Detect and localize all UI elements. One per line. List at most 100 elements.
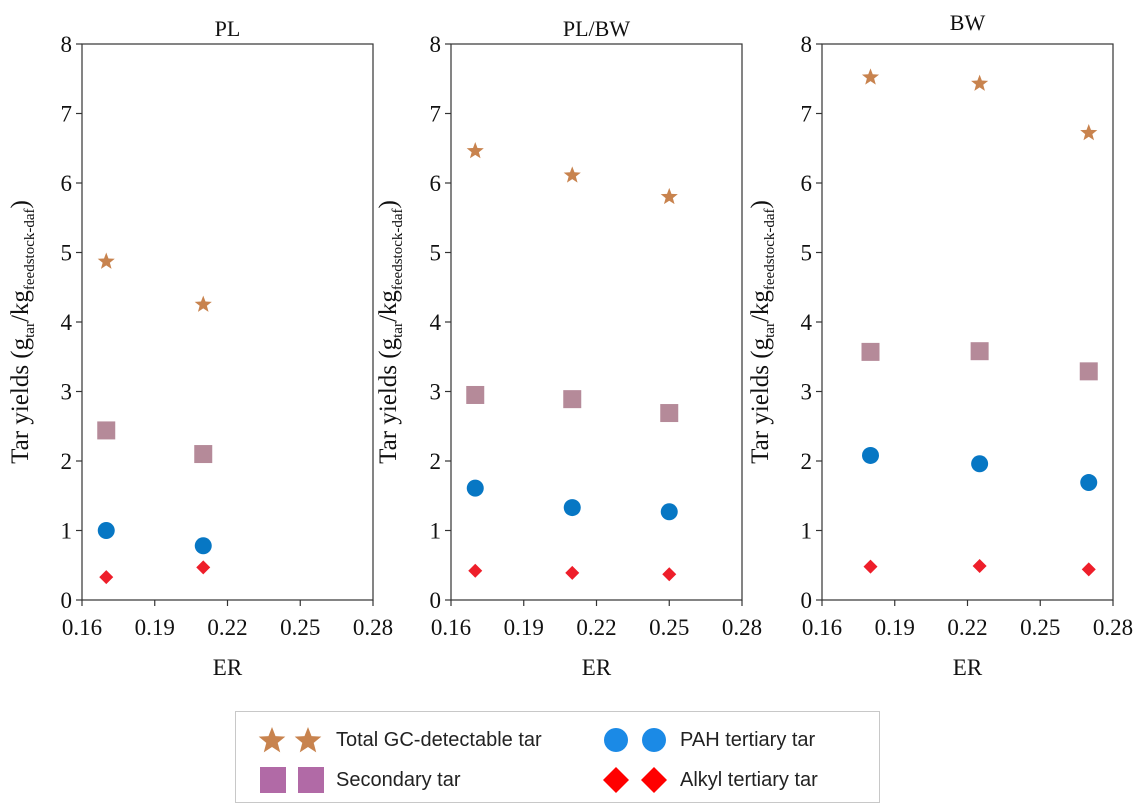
x-tick-label: 0.28 — [722, 615, 762, 640]
legend-star-icons — [258, 727, 322, 753]
chart-title: BW — [950, 10, 986, 35]
y-tick-label: 6 — [430, 171, 442, 196]
star-marker — [1080, 123, 1098, 141]
y-tick-label: 7 — [61, 102, 73, 127]
x-tick-label: 0.25 — [649, 615, 689, 640]
circle-marker — [194, 537, 212, 555]
chart-title: PL — [215, 16, 241, 41]
diamond-marker — [99, 570, 114, 585]
y-tick-label: 0 — [61, 588, 73, 613]
y-tick-label: 6 — [801, 171, 813, 196]
x-tick-label: 0.19 — [135, 615, 175, 640]
square-marker — [97, 421, 116, 440]
legend-circle-icon — [642, 728, 666, 752]
x-tick-label: 0.28 — [1093, 615, 1133, 640]
circle-marker — [1080, 474, 1098, 492]
circle-marker — [862, 446, 879, 464]
y-tick-label: 3 — [430, 380, 442, 405]
chart-panel-1: PL 0 1 2 3 4 5 6 7 8 0.16 0.19 0.22 0.25 0.28 ER Tar yie… — [7, 16, 393, 680]
legend-label-alkyl: Alkyl tertiary tar — [680, 768, 818, 791]
star-marker — [971, 74, 989, 91]
figure: PL 0 1 2 3 4 5 6 7 8 0.16 0.19 0.22 0.25 0.28 ER Tar yie… — [7, 10, 1133, 680]
legend: Total GC-detectable tar PAH tertiary tar… — [235, 711, 880, 803]
plot-frame — [81, 43, 374, 601]
square-marker — [194, 445, 213, 464]
x-tick-label: 0.28 — [353, 615, 393, 640]
y-tick-label: 1 — [430, 519, 442, 544]
legend-square-icon — [298, 767, 324, 793]
y-tick-label: 4 — [801, 310, 813, 335]
y-tick-label: 5 — [61, 241, 73, 266]
plot-frame — [450, 43, 743, 601]
y-axis-label: Tar yields (gtar/kgfeedstock-daf) — [375, 200, 406, 464]
legend-diamond-icon — [641, 767, 667, 793]
y-axis-label: Tar yields (gtar/kgfeedstock-daf) — [7, 200, 38, 464]
y-tick-label: 3 — [61, 380, 73, 405]
chart-panel-2: PL/BW 0 1 2 3 4 5 6 7 8 0.16 0.19 0.22 0.25 0.28 ER Tar … — [375, 16, 762, 680]
y-tick-label: 8 — [61, 32, 73, 57]
x-axis-label: ER — [582, 655, 612, 680]
plot-frame — [821, 43, 1114, 601]
diamond-marker — [662, 567, 677, 582]
y-tick-label: 1 — [61, 519, 73, 544]
legend-label-pah: PAH tertiary tar — [680, 728, 816, 751]
x-tick-label: 0.16 — [62, 615, 102, 640]
legend-star-icon — [258, 727, 286, 753]
legend-circle-icon — [604, 728, 628, 752]
square-marker — [970, 342, 989, 361]
circle-marker — [971, 455, 989, 473]
star-marker — [466, 142, 484, 159]
legend-item-alkyl: Alkyl tertiary tar — [602, 762, 818, 798]
y-tick-label: 7 — [801, 102, 813, 127]
diamond-marker — [972, 558, 987, 573]
legend-item-secondary: Secondary tar — [258, 762, 461, 798]
x-tick-label: 0.25 — [1020, 615, 1060, 640]
legend-circle-icons — [604, 728, 666, 752]
chart-panel-3: BW 0 1 2 3 4 5 6 7 8 0.16 0.19 0.22 0.25 0.28 ER Tar yie… — [747, 10, 1133, 680]
x-tick-label: 0.16 — [802, 615, 842, 640]
y-tick-label: 1 — [801, 519, 813, 544]
circle-marker — [660, 503, 678, 521]
square-marker — [1079, 362, 1098, 381]
y-tick-label: 8 — [801, 32, 813, 57]
legend-square-icons — [260, 767, 324, 793]
y-tick-label: 3 — [801, 380, 813, 405]
x-tick-label: 0.19 — [504, 615, 544, 640]
y-tick-label: 4 — [430, 310, 442, 335]
star-marker — [660, 187, 678, 205]
circle-marker — [466, 479, 484, 497]
diamond-marker — [1081, 562, 1096, 577]
y-tick-label: 5 — [430, 241, 442, 266]
chart-title: PL/BW — [563, 16, 630, 41]
x-tick-label: 0.25 — [280, 615, 320, 640]
y-tick-label: 2 — [430, 449, 442, 474]
legend-diamond-icon — [603, 767, 629, 793]
square-marker — [861, 342, 880, 361]
x-tick-label: 0.19 — [875, 615, 915, 640]
circle-marker — [563, 499, 581, 517]
diamond-marker — [196, 560, 211, 575]
y-tick-label: 7 — [430, 102, 442, 127]
x-axis-label: ER — [953, 655, 983, 680]
legend-square-icon — [260, 767, 286, 793]
square-marker — [563, 390, 582, 409]
x-tick-label: 0.16 — [431, 615, 471, 640]
legend-item-total: Total GC-detectable tar — [258, 722, 542, 758]
square-marker — [660, 404, 679, 423]
diamond-marker — [565, 565, 580, 580]
y-tick-label: 2 — [61, 449, 73, 474]
y-tick-label: 4 — [61, 310, 73, 335]
star-marker — [194, 295, 212, 312]
x-tick-label: 0.22 — [207, 615, 247, 640]
y-tick-label: 8 — [430, 32, 442, 57]
legend-item-pah: PAH tertiary tar — [602, 722, 815, 758]
y-tick-label: 5 — [801, 241, 813, 266]
x-tick-label: 0.22 — [947, 615, 987, 640]
diamond-marker — [468, 563, 483, 578]
legend-label-total: Total GC-detectable tar — [336, 728, 542, 751]
circle-marker — [97, 522, 115, 539]
y-tick-label: 6 — [61, 171, 73, 196]
square-marker — [466, 385, 485, 404]
legend-label-secondary: Secondary tar — [336, 768, 461, 791]
y-axis-label: Tar yields (gtar/kgfeedstock-daf) — [747, 200, 778, 464]
